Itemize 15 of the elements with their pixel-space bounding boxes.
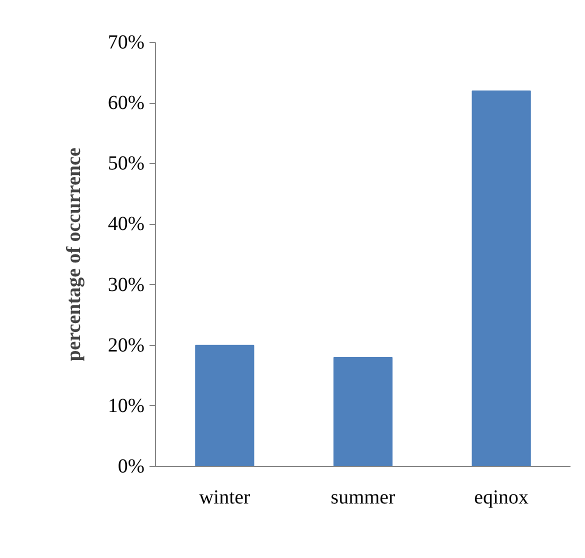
bar [195,344,254,466]
bar [472,90,531,466]
x-tick-label: summer [330,486,396,508]
x-tick-label: eqinox [474,486,529,508]
y-tick-label: 30% [108,274,145,296]
y-tick-label: 0% [118,456,145,478]
y-tick-label: 10% [108,394,145,417]
y-tick-label: 40% [108,213,145,236]
bar [333,356,393,466]
y-axis-title: percentage of occurrence [62,148,85,362]
x-tick-label: winter [199,486,251,508]
y-tick-label: 70% [108,32,145,54]
y-tick-label: 20% [108,334,145,356]
y-tick-label: 60% [108,92,145,114]
y-tick-label: 50% [108,152,145,175]
